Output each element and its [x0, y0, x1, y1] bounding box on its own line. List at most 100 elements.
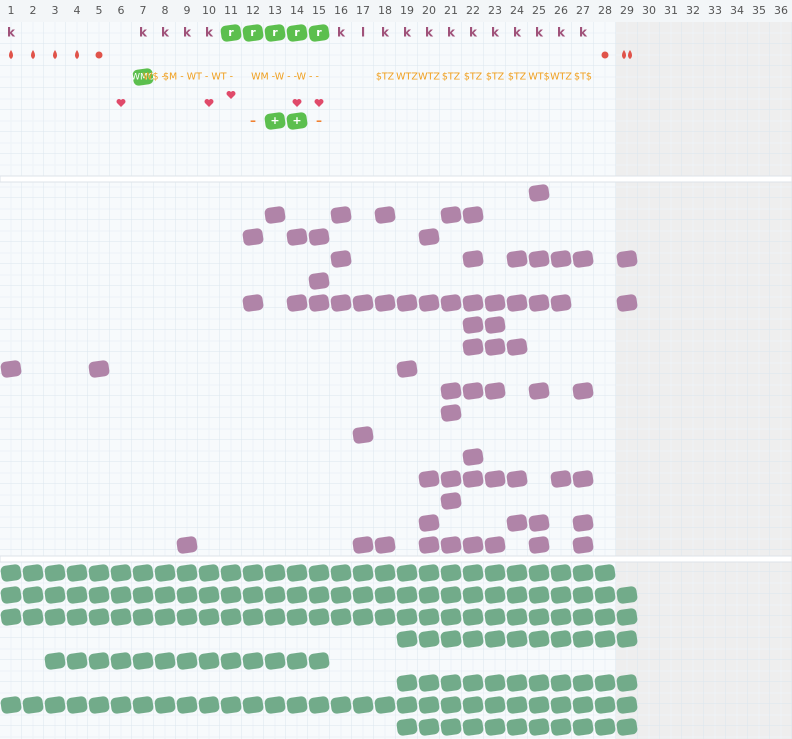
green-block — [440, 608, 462, 626]
green-block — [462, 630, 484, 648]
green-block — [484, 696, 506, 714]
purple-tile — [528, 250, 550, 268]
column-number: 34 — [730, 4, 744, 17]
dot — [95, 51, 103, 59]
green-block — [594, 608, 616, 626]
green-block — [0, 586, 22, 604]
green-block — [418, 674, 440, 692]
purple-tile — [440, 382, 462, 400]
label: WM -W - -W - - — [251, 72, 319, 83]
column-number: 1 — [8, 4, 15, 17]
purple-tile — [242, 294, 264, 312]
letter: k — [139, 26, 148, 40]
green-block — [374, 564, 396, 582]
green-block — [132, 608, 154, 626]
green-block — [198, 696, 220, 714]
green-block — [484, 608, 506, 626]
column-number: 18 — [378, 4, 392, 17]
purple-tile — [462, 470, 484, 488]
letter: k — [161, 26, 170, 40]
green-block — [22, 608, 44, 626]
green-block — [418, 586, 440, 604]
green-block — [572, 718, 594, 736]
purple-tile — [396, 294, 418, 312]
sign: – — [316, 114, 322, 128]
green-block — [110, 652, 132, 670]
purple-tile — [396, 360, 418, 378]
green-block — [66, 586, 88, 604]
letter: k — [425, 26, 434, 40]
green-block — [110, 696, 132, 714]
green-block — [286, 586, 308, 604]
label: $M - WT - WT - — [163, 72, 233, 83]
tile-letter: r — [272, 26, 278, 39]
green-block — [220, 608, 242, 626]
green-block — [374, 696, 396, 714]
purple-tile — [572, 250, 594, 268]
drop — [628, 50, 632, 59]
green-block — [0, 564, 22, 582]
column-number: 19 — [400, 4, 414, 17]
purple-tile — [506, 338, 528, 356]
green-block — [396, 608, 418, 626]
green-block — [352, 564, 374, 582]
green-block — [330, 608, 352, 626]
green-block — [198, 586, 220, 604]
purple-tile — [462, 382, 484, 400]
purple-tile — [462, 206, 484, 224]
green-block — [594, 674, 616, 692]
green-block — [242, 586, 264, 604]
column-number: 23 — [488, 4, 502, 17]
green-block — [462, 586, 484, 604]
green-block — [176, 586, 198, 604]
green-block — [110, 564, 132, 582]
green-block — [594, 586, 616, 604]
green-block — [198, 608, 220, 626]
column-number: 13 — [268, 4, 282, 17]
green-block — [616, 696, 638, 714]
green-block — [330, 586, 352, 604]
green-block — [528, 696, 550, 714]
green-block — [88, 696, 110, 714]
purple-tile — [374, 536, 396, 554]
purple-tile — [616, 250, 638, 268]
green-block — [154, 586, 176, 604]
separator — [0, 555, 792, 563]
green-block — [220, 652, 242, 670]
green-block — [462, 608, 484, 626]
purple-tile — [88, 360, 110, 378]
green-block — [528, 586, 550, 604]
green-block — [286, 696, 308, 714]
purple-tile — [550, 250, 572, 268]
green-block — [506, 630, 528, 648]
green-tile — [286, 112, 308, 130]
label: WT$ — [528, 72, 549, 83]
label: WTZ — [396, 72, 418, 83]
purple-tile — [484, 316, 506, 334]
green-block — [198, 564, 220, 582]
green-block — [528, 564, 550, 582]
letter: k — [447, 26, 456, 40]
green-block — [110, 586, 132, 604]
purple-tile — [484, 338, 506, 356]
purple-tile — [418, 514, 440, 532]
column-number: 11 — [224, 4, 238, 17]
green-block — [286, 608, 308, 626]
column-number: 31 — [664, 4, 678, 17]
column-number: 17 — [356, 4, 370, 17]
green-block — [154, 564, 176, 582]
letter: k — [403, 26, 412, 40]
green-block — [110, 608, 132, 626]
green-block — [330, 696, 352, 714]
column-number: 24 — [510, 4, 524, 17]
drop — [53, 50, 57, 59]
purple-tile — [528, 184, 550, 202]
green-block — [550, 718, 572, 736]
green-block — [550, 564, 572, 582]
column-number: 5 — [96, 4, 103, 17]
green-block — [506, 674, 528, 692]
column-number: 27 — [576, 4, 590, 17]
green-block — [264, 586, 286, 604]
green-block — [198, 652, 220, 670]
green-block — [264, 652, 286, 670]
